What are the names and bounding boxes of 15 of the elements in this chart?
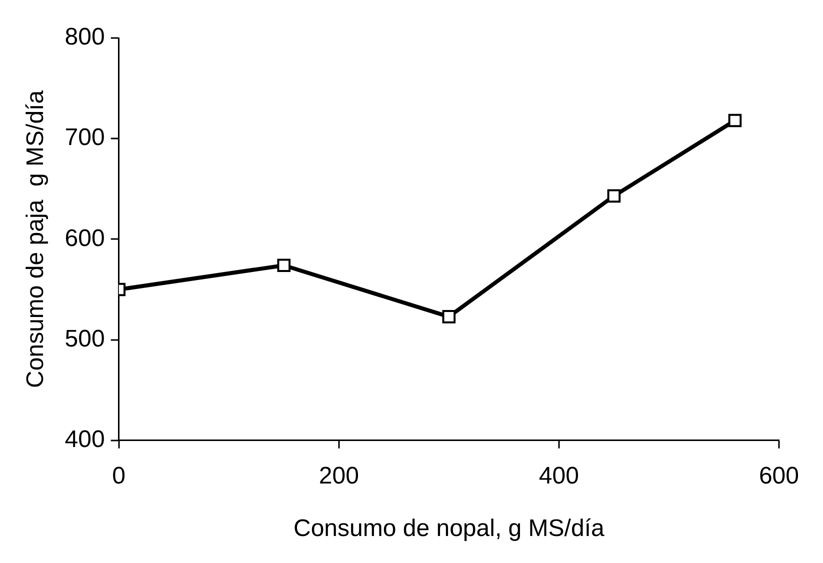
- x-axis-title: Consumo de nopal, g MS/día: [293, 515, 605, 542]
- x-tick-label: 600: [758, 462, 799, 490]
- y-axis-title: Consumo de paja g MS/día: [22, 90, 50, 388]
- x-tick-label: 400: [538, 462, 579, 490]
- y-tick-label: 800: [64, 24, 105, 51]
- x-tick-label: 0: [112, 462, 126, 490]
- y-tick-label: 700: [64, 124, 105, 152]
- x-tick-label: 200: [318, 462, 359, 490]
- point: [607, 189, 621, 203]
- y-tick-label: 500: [64, 325, 105, 352]
- y-tick-label: 400: [64, 426, 105, 454]
- point: [277, 258, 291, 272]
- point: [728, 114, 742, 128]
- point: [442, 310, 456, 324]
- y-tick-label: 600: [64, 224, 105, 252]
